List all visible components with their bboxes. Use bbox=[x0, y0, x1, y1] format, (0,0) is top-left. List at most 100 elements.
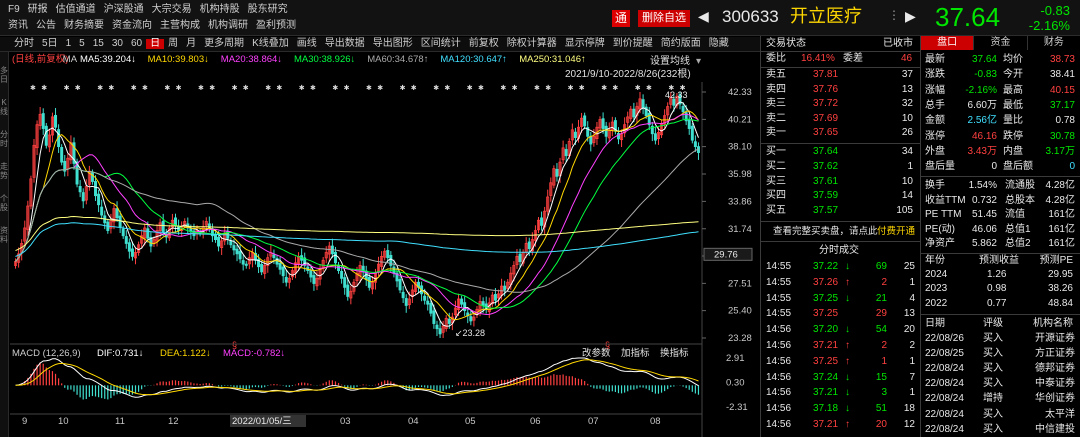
toolbar-item[interactable]: 5 bbox=[79, 38, 85, 49]
toolbar-item[interactable]: 5日 bbox=[42, 38, 58, 49]
event-marker-icon[interactable]: ✱ bbox=[276, 84, 282, 92]
menu-item[interactable]: 公告 bbox=[36, 20, 56, 31]
event-marker-icon[interactable]: ✱ bbox=[411, 84, 417, 92]
sidebar-char[interactable]: 个 bbox=[0, 194, 8, 203]
quote-tab[interactable]: 资金 bbox=[974, 36, 1028, 50]
menu-item[interactable]: 主营构成 bbox=[160, 20, 200, 31]
macd-button[interactable]: 换指标 bbox=[660, 347, 689, 359]
sidebar-char[interactable]: 资 bbox=[0, 226, 8, 235]
event-marker-icon[interactable]: ✱ bbox=[41, 84, 47, 92]
next-stock-icon[interactable]: ▶ bbox=[905, 8, 916, 24]
event-marker-icon[interactable]: ✱ bbox=[400, 84, 406, 92]
event-marker-icon[interactable]: ✱ bbox=[500, 84, 506, 92]
toolbar-item[interactable]: 隐藏 bbox=[708, 38, 729, 49]
event-marker-icon[interactable]: ✱ bbox=[243, 84, 249, 92]
menu-item[interactable]: 资讯 bbox=[8, 20, 28, 31]
event-marker-icon[interactable]: ✱ bbox=[64, 84, 70, 92]
toolbar-item[interactable]: 导出图形 bbox=[372, 38, 413, 49]
menu-item[interactable]: 估值通道 bbox=[55, 4, 96, 15]
event-marker-icon[interactable]: ✱ bbox=[176, 84, 182, 92]
event-marker-icon[interactable]: ✱ bbox=[668, 84, 674, 92]
toolbar-item[interactable]: 60 bbox=[130, 38, 143, 49]
event-marker-icon[interactable]: ✱ bbox=[579, 84, 585, 92]
event-marker-icon[interactable]: ✱ bbox=[680, 84, 686, 92]
event-marker-icon[interactable]: ✱ bbox=[467, 84, 473, 92]
sidebar-char[interactable]: 多 bbox=[0, 66, 8, 75]
toolbar-item[interactable]: 简约版面 bbox=[660, 38, 701, 49]
menu-item[interactable]: F9 bbox=[8, 4, 20, 15]
event-marker-icon[interactable]: ✱ bbox=[601, 84, 607, 92]
menu-item[interactable]: 盈利预测 bbox=[256, 20, 296, 31]
event-marker-icon[interactable]: ✱ bbox=[232, 84, 238, 92]
event-marker-icon[interactable]: ✱ bbox=[142, 84, 148, 92]
event-marker-icon[interactable]: ✱ bbox=[164, 84, 170, 92]
toolbar-item[interactable]: 1 bbox=[65, 38, 72, 49]
event-marker-icon[interactable]: ✱ bbox=[568, 84, 574, 92]
more-dots-icon[interactable]: ⋮ bbox=[888, 8, 900, 22]
menu-item[interactable]: 股东研究 bbox=[247, 4, 288, 15]
toolbar-item[interactable]: 15 bbox=[92, 38, 104, 49]
toolbar-item[interactable]: 分时 bbox=[14, 38, 34, 49]
sidebar-char[interactable]: 线 bbox=[0, 107, 8, 116]
event-marker-icon[interactable]: ✱ bbox=[635, 84, 641, 92]
toolbar-item[interactable]: 显示停牌 bbox=[564, 38, 605, 49]
event-marker-icon[interactable]: ✱ bbox=[265, 84, 271, 92]
rating-row[interactable]: 22/08/25 买入 方正证券 bbox=[921, 349, 1080, 361]
event-marker-icon[interactable]: ✱ bbox=[646, 84, 652, 92]
set-ma-button[interactable]: 设置均线 bbox=[650, 54, 690, 67]
dividend-marker-icon[interactable]: § bbox=[232, 340, 237, 350]
sidebar-char[interactable]: 势 bbox=[0, 171, 8, 180]
chevron-down-icon[interactable]: ▾ bbox=[696, 56, 701, 67]
delete-watchlist-button[interactable]: 删除自选 bbox=[638, 10, 690, 27]
event-marker-icon[interactable]: ✱ bbox=[310, 84, 316, 92]
toolbar-item[interactable]: 画线 bbox=[296, 38, 317, 49]
event-marker-icon[interactable]: ✱ bbox=[75, 84, 81, 92]
event-marker-icon[interactable]: ✱ bbox=[209, 84, 215, 92]
sidebar-char[interactable]: 日 bbox=[0, 75, 8, 84]
event-marker-icon[interactable]: ✱ bbox=[198, 84, 204, 92]
event-marker-icon[interactable]: ✱ bbox=[97, 84, 103, 92]
rating-row[interactable]: 22/08/24 买入 德邦证券 bbox=[921, 364, 1080, 376]
quote-tab[interactable]: 财务 bbox=[1028, 36, 1080, 50]
toolbar-item[interactable]: 除权计算器 bbox=[506, 38, 557, 49]
rating-row[interactable]: 22/08/24 买入 中信建投 bbox=[921, 424, 1080, 437]
macd-button[interactable]: 加指标 bbox=[621, 347, 650, 359]
macd-button[interactable]: 改参数 bbox=[582, 347, 611, 359]
toolbar-item[interactable]: 30 bbox=[111, 38, 123, 49]
menu-item[interactable]: 机构持股 bbox=[199, 4, 240, 15]
toolbar-item[interactable]: 区间统计 bbox=[420, 38, 461, 49]
promo-link[interactable]: 付费开通 bbox=[877, 226, 916, 237]
toolbar-item[interactable]: 导出数据 bbox=[324, 38, 365, 49]
rating-row[interactable]: 22/08/24 买入 太平洋 bbox=[921, 409, 1080, 422]
sidebar-char[interactable]: 料 bbox=[0, 235, 8, 244]
event-marker-icon[interactable]: ✱ bbox=[545, 84, 551, 92]
toolbar-item[interactable]: 到价提醒 bbox=[612, 38, 653, 49]
tong-badge[interactable]: 通 bbox=[612, 10, 630, 27]
toolbar-item[interactable]: 前复权 bbox=[468, 38, 499, 49]
event-marker-icon[interactable]: ✱ bbox=[366, 84, 372, 92]
menu-item[interactable]: 大宗交易 bbox=[151, 4, 192, 15]
event-marker-icon[interactable]: ✱ bbox=[534, 84, 540, 92]
menu-item[interactable]: 机构调研 bbox=[208, 20, 248, 31]
toolbar-item[interactable]: 日 bbox=[146, 39, 165, 49]
sidebar-char[interactable]: 时 bbox=[0, 139, 8, 148]
toolbar-item[interactable]: K线叠加 bbox=[252, 38, 289, 49]
event-marker-icon[interactable]: ✱ bbox=[612, 84, 618, 92]
menu-item[interactable]: 沪深股通 bbox=[103, 4, 144, 15]
sidebar-char[interactable]: 走 bbox=[0, 162, 8, 171]
dividend-marker-icon[interactable]: § bbox=[605, 340, 610, 350]
menu-item[interactable]: 研报 bbox=[27, 4, 48, 15]
kline-chart[interactable]: (日线,前复权)MA MA5:39.204↓ MA10:39.803↓ MA20:38… bbox=[10, 52, 760, 437]
menu-item[interactable]: 资金流向 bbox=[112, 20, 152, 31]
event-marker-icon[interactable]: ✱ bbox=[344, 84, 350, 92]
sidebar-char[interactable]: K bbox=[1, 98, 7, 107]
event-marker-icon[interactable]: ✱ bbox=[444, 84, 450, 92]
event-marker-icon[interactable]: ✱ bbox=[332, 84, 338, 92]
event-marker-icon[interactable]: ✱ bbox=[299, 84, 305, 92]
menu-item[interactable]: 财务摘要 bbox=[64, 20, 104, 31]
event-marker-icon[interactable]: ✱ bbox=[377, 84, 383, 92]
event-marker-icon[interactable]: ✱ bbox=[30, 84, 36, 92]
event-marker-icon[interactable]: ✱ bbox=[131, 84, 137, 92]
event-marker-icon[interactable]: ✱ bbox=[512, 84, 518, 92]
toolbar-item[interactable]: 周 bbox=[168, 38, 179, 49]
